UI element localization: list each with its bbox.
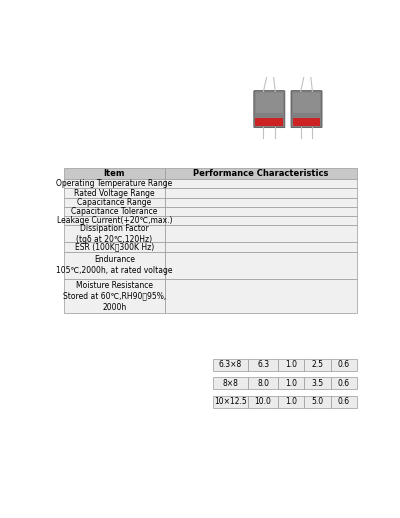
Text: 3.5: 3.5 [311, 379, 324, 388]
Bar [64, 242, 165, 252]
Bar [165, 242, 357, 252]
Bar [64, 207, 165, 216]
Bar [278, 396, 304, 408]
Bar [64, 216, 165, 225]
Bar [213, 358, 248, 371]
Text: 8×8: 8×8 [223, 379, 238, 388]
Bar [64, 198, 165, 207]
FancyBboxPatch shape [256, 93, 283, 113]
Bar [165, 179, 357, 189]
Text: Leakage Current(+20℃,max.): Leakage Current(+20℃,max.) [56, 217, 172, 225]
Text: 1.0: 1.0 [285, 397, 297, 406]
Text: ESR (100K～300K Hz): ESR (100K～300K Hz) [75, 242, 154, 251]
Text: 5.0: 5.0 [311, 397, 324, 406]
Bar [165, 198, 357, 207]
Text: 0.6: 0.6 [338, 397, 350, 406]
Bar [165, 168, 357, 179]
Text: 0.6: 0.6 [338, 379, 350, 388]
Bar [165, 225, 357, 242]
Text: 10.0: 10.0 [255, 397, 272, 406]
Bar [278, 358, 304, 371]
Text: Capacitance Tolerance: Capacitance Tolerance [71, 207, 158, 216]
FancyBboxPatch shape [293, 93, 320, 113]
FancyBboxPatch shape [291, 91, 322, 127]
Bar [64, 279, 165, 313]
Text: 0.6: 0.6 [338, 361, 350, 369]
Text: 6.3×8: 6.3×8 [219, 361, 242, 369]
Text: 6.3: 6.3 [257, 361, 269, 369]
Bar [165, 216, 357, 225]
Bar [304, 358, 330, 371]
Bar [213, 377, 248, 390]
Text: Item: Item [104, 169, 125, 178]
Bar [278, 377, 304, 390]
Bar [64, 189, 165, 198]
Text: 8.0: 8.0 [257, 379, 269, 388]
Text: Operating Temperature Range: Operating Temperature Range [56, 179, 172, 189]
Bar [248, 377, 278, 390]
Text: Performance Characteristics: Performance Characteristics [193, 169, 328, 178]
Bar [292, 118, 320, 126]
Bar [165, 252, 357, 279]
Bar [64, 168, 165, 179]
Bar [255, 118, 283, 126]
Bar [213, 396, 248, 408]
Bar [64, 225, 165, 242]
Text: 1.0: 1.0 [285, 361, 297, 369]
Bar [248, 396, 278, 408]
Bar [330, 377, 357, 390]
Bar [304, 396, 330, 408]
Text: 2.5: 2.5 [311, 361, 323, 369]
Bar [304, 377, 330, 390]
Bar [330, 396, 357, 408]
Text: Endurance
105℃,2000h, at rated voltage: Endurance 105℃,2000h, at rated voltage [56, 255, 172, 276]
Bar [248, 358, 278, 371]
Bar [165, 279, 357, 313]
Text: 10×12.5: 10×12.5 [214, 397, 247, 406]
Text: 1.0: 1.0 [285, 379, 297, 388]
Bar [165, 189, 357, 198]
Bar [165, 207, 357, 216]
Bar [64, 252, 165, 279]
Text: Rated Voltage Range: Rated Voltage Range [74, 189, 155, 197]
Bar [64, 179, 165, 189]
Text: Dissipation Factor
(tgδ at 20℃,120Hz): Dissipation Factor (tgδ at 20℃,120Hz) [76, 224, 152, 244]
Bar [330, 358, 357, 371]
Text: Moisture Resistance
Stored at 60℃,RH90～95%,
2000h: Moisture Resistance Stored at 60℃,RH90～9… [63, 281, 166, 312]
Text: Capacitance Range: Capacitance Range [77, 198, 152, 207]
FancyBboxPatch shape [254, 91, 285, 127]
